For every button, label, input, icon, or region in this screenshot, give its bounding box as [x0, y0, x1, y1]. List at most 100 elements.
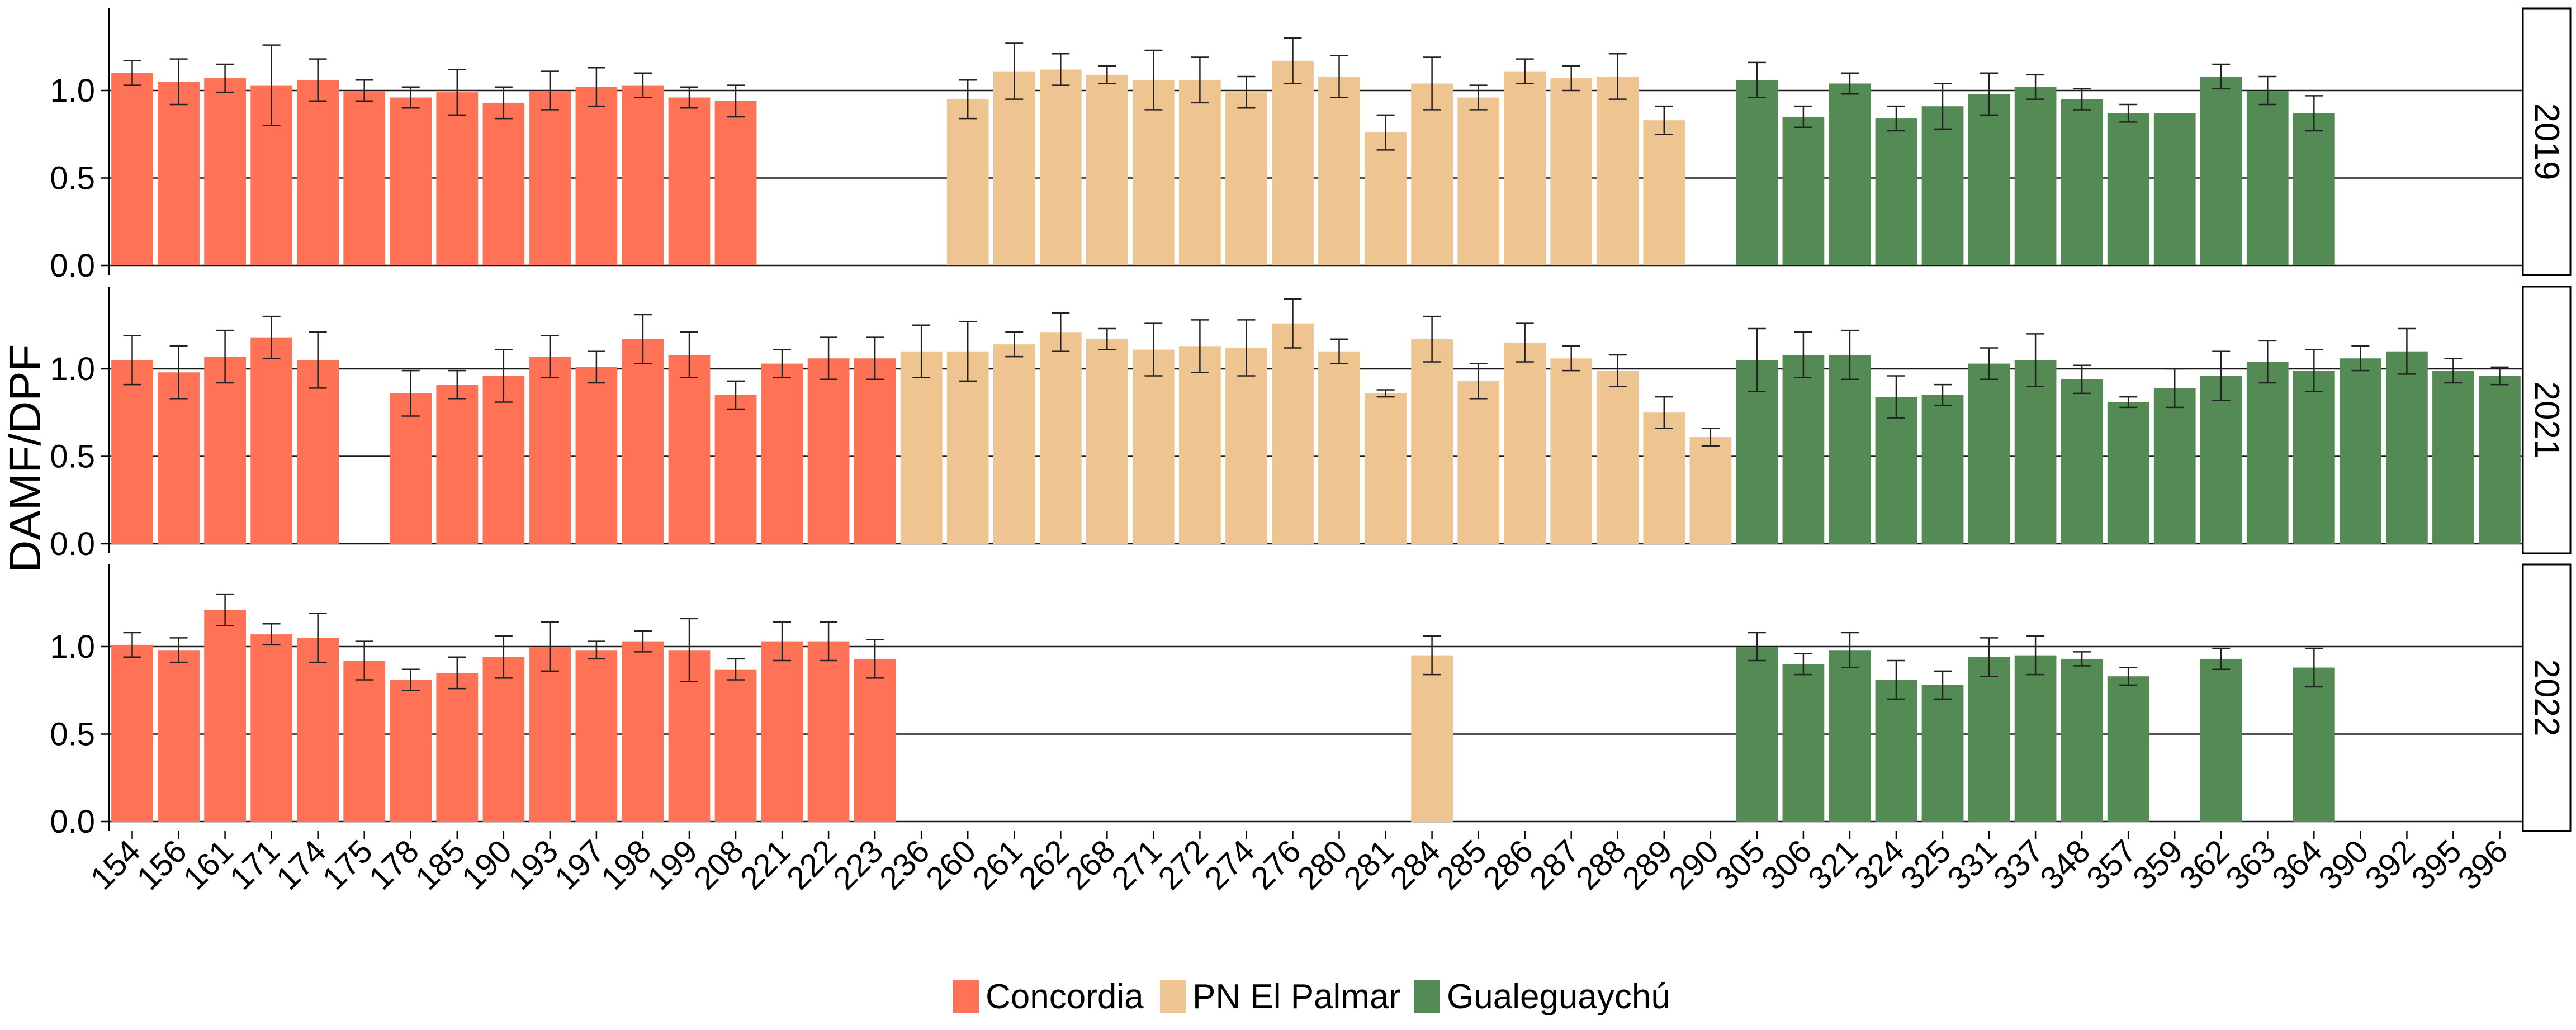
error-bar-2019-272	[1191, 56, 1209, 104]
panel-2022: 0.0 0.5 1.0 2022	[50, 563, 2572, 840]
error-bar-2021-362	[2212, 350, 2231, 401]
bar-2019-272	[1179, 80, 1221, 265]
y-tick-label: 0.5	[50, 439, 95, 475]
error-bar-2019-185	[448, 69, 466, 116]
y-tick-label: 1.0	[50, 73, 95, 109]
error-bar-2021-348	[2073, 364, 2091, 395]
error-bar-2019-281	[1376, 114, 1395, 151]
error-bar-2021-197	[587, 350, 605, 384]
error-bar-2022-362	[2212, 647, 2231, 670]
bar-2021-306	[1782, 354, 1825, 544]
bar-2021-390	[2339, 358, 2381, 544]
bar-2019-281	[1365, 132, 1407, 265]
bar-2019-174	[297, 80, 339, 265]
legend-label: Gualeguaychú	[1447, 977, 1670, 1016]
bar-2022-223	[854, 658, 896, 822]
panel-2019: 0.0 0.5 1.0 2019	[50, 7, 2572, 284]
bar-2019-288	[1597, 76, 1639, 265]
bar-2021-174	[297, 360, 339, 544]
error-bar-2021-174	[309, 331, 327, 389]
legend-swatch	[953, 980, 979, 1013]
bar-2022-362	[2200, 658, 2242, 822]
bar-2021-287	[1550, 358, 1593, 544]
bar-2021-193	[529, 357, 571, 544]
error-bar-2019-193	[541, 70, 559, 111]
error-bar-2021-268	[1098, 327, 1116, 350]
bar-2021-178	[390, 393, 432, 544]
bar-2021-198	[622, 339, 664, 544]
error-bar-2022-321	[1840, 632, 1859, 668]
error-bar-2021-286	[1516, 322, 1534, 363]
bar-2019-280	[1318, 76, 1360, 265]
bar-2022-174	[297, 638, 339, 822]
error-bar-2019-260	[959, 79, 977, 120]
error-bar-2019-271	[1144, 49, 1163, 111]
error-bar-2021-272	[1191, 319, 1209, 373]
bar-2022-364	[2293, 667, 2335, 822]
bar-2022-171	[250, 634, 293, 822]
error-bar-2019-161	[216, 63, 234, 93]
error-bar-2021-178	[401, 369, 420, 417]
legend-label: PN El Palmar	[1192, 977, 1400, 1016]
error-bar-2022-337	[2026, 635, 2045, 676]
error-bar-2019-171	[262, 44, 281, 126]
bar-2021-156	[158, 372, 200, 544]
bar-2019-185	[436, 92, 479, 265]
error-bar-2021-289	[1655, 396, 1673, 429]
bar-2019-197	[575, 87, 618, 266]
error-bar-2021-198	[633, 314, 652, 364]
bar-2021-271	[1132, 349, 1175, 544]
error-bar-2019-286	[1516, 58, 1534, 84]
legend-swatch	[1160, 980, 1186, 1013]
legend-swatch	[1414, 980, 1440, 1013]
bar-2019-271	[1132, 80, 1175, 265]
error-bar-2022-348	[2073, 651, 2091, 667]
bar-2022-325	[1921, 685, 1964, 822]
panel-strip	[2522, 563, 2572, 832]
bar-2019-208	[714, 101, 757, 265]
bar-2021-236	[900, 351, 943, 544]
bar-2021-223	[854, 358, 896, 544]
bar-2021-288	[1597, 371, 1639, 544]
error-bar-2021-208	[727, 380, 745, 410]
error-bar-2019-156	[169, 58, 188, 106]
error-bar-2022-198	[633, 630, 652, 653]
error-bar-2021-364	[2305, 349, 2323, 392]
error-bar-2021-154	[123, 335, 141, 386]
error-bar-2022-190	[494, 635, 513, 679]
bar-2022-306	[1782, 664, 1825, 822]
error-bar-2019-198	[633, 72, 652, 98]
error-bar-2021-193	[541, 335, 559, 378]
error-bar-2019-306	[1794, 105, 1812, 128]
error-bar-2019-175	[355, 79, 373, 102]
error-bar-2021-396	[2490, 366, 2509, 386]
bar-2022-197	[575, 650, 618, 822]
error-bar-2022-154	[123, 632, 141, 658]
error-bar-2021-325	[1934, 383, 1952, 406]
error-bar-2019-324	[1887, 105, 1905, 132]
bar-2022-222	[807, 641, 850, 822]
bar-2021-392	[2386, 351, 2428, 544]
error-bar-2021-156	[169, 345, 188, 400]
error-bar-2019-174	[309, 58, 327, 102]
bar-2022-154	[111, 644, 153, 822]
bar-2021-359	[2153, 388, 2196, 544]
error-bar-2019-208	[727, 84, 745, 118]
error-bar-2021-357	[2119, 396, 2138, 409]
bar-2021-185	[436, 385, 479, 544]
error-bar-2022-171	[262, 623, 281, 646]
bar-2019-362	[2200, 76, 2242, 265]
y-tick-label: 0.5	[50, 160, 95, 197]
bar-2021-161	[204, 357, 246, 544]
bar-2021-286	[1504, 343, 1546, 544]
bar-2021-331	[1968, 363, 2010, 544]
bar-2019-321	[1829, 83, 1871, 266]
error-bar-2022-331	[1980, 637, 1999, 677]
panels-layer: 0.0 0.5 1.0 2019 0.0 0.5 1.0 2021 0.0 0.5 1.0 2022	[50, 7, 2572, 840]
bar-2021-171	[250, 337, 293, 544]
x-tick-label: 396	[2451, 833, 2515, 896]
bar-2022-190	[482, 657, 525, 822]
bar-2021-284	[1411, 339, 1453, 544]
error-bar-2021-288	[1608, 354, 1627, 387]
error-bar-2021-395	[2444, 357, 2463, 384]
